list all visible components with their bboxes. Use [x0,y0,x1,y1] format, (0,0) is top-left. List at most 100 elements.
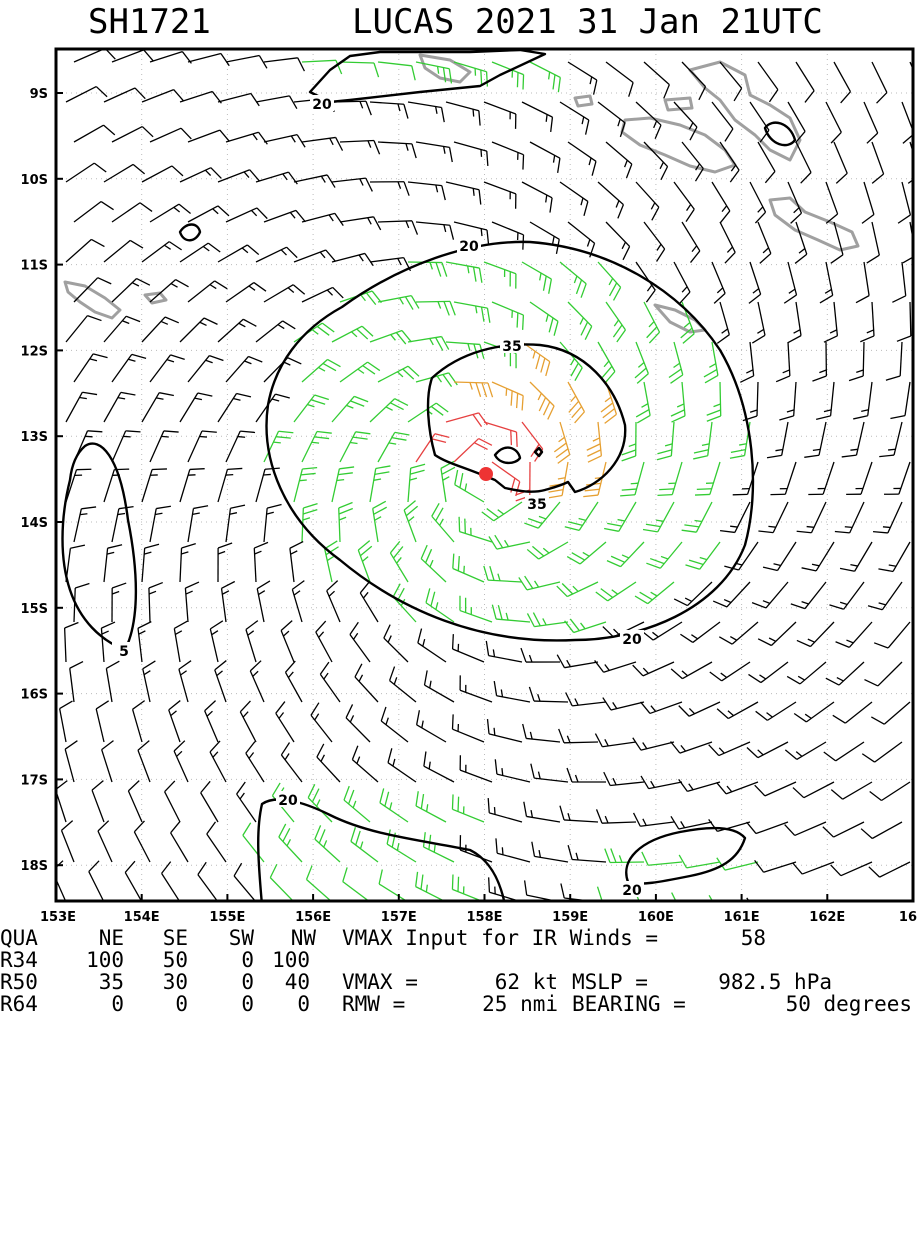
wind-barb [112,50,153,62]
lat-label: 17S [21,773,48,788]
header-ne: NE [76,926,124,950]
wind-barb [460,755,492,782]
wind-barb [547,462,568,498]
wind-barb [657,422,674,460]
wind-barb [522,342,550,376]
wind-barb [346,704,370,742]
lon-label: 160E [638,910,674,925]
wind-barb [680,622,720,642]
wind-barb [603,698,644,710]
wind-barb [823,822,864,837]
wind-barb [454,382,493,397]
wind-barb [180,168,221,182]
wind-barb [707,382,721,421]
wind-barb [218,319,256,342]
wind-barb [636,382,650,423]
island-outline [65,282,120,318]
lon-label: 157E [381,910,417,925]
wind-barb [65,622,79,662]
wind-barb [808,462,834,494]
wind-barb [332,178,372,191]
wind-barb [294,175,335,188]
wind-barb [802,542,834,571]
wind-barb [816,382,834,419]
storm-center-marker [479,467,493,481]
island-outline [575,96,592,106]
wind-contour [495,448,520,463]
wind-barb [459,517,492,542]
wind-barb [527,613,568,627]
wind-barb [525,880,560,902]
lat-label: 13S [21,430,48,445]
wind-barb [596,582,636,601]
wind-barb [218,170,259,182]
wind-barb [174,621,187,662]
header-sw: SW [206,926,254,950]
wind-barb [332,326,373,342]
wind-barb [150,52,191,64]
wind-barb [452,875,484,902]
wind-barb [796,62,814,102]
wind-barb [325,541,339,582]
wind-barb [169,701,181,742]
table-row-r34: R34 100 50 0 100 [0,948,919,970]
wind-barb [180,318,217,342]
wind-barb [390,541,408,582]
wind-barb [849,342,864,381]
lon-label: 155E [209,910,245,925]
wind-barb [796,142,811,183]
contour-label: 20 [278,793,298,809]
lon-label: 158E [466,910,502,925]
wind-barb [104,316,140,342]
wind-barb [787,662,826,684]
lat-label: 14S [21,516,48,531]
wind-barb [142,90,183,102]
wind-barb [530,302,558,336]
wind-barb [378,221,417,235]
wind-barb [218,468,242,502]
wind-barb [874,622,910,648]
wind-barb [149,583,163,622]
contour-label: 35 [527,497,546,513]
wind-barb [226,208,267,222]
wind-barb [554,422,569,463]
wind-barb [180,393,212,422]
wind-barb [604,772,644,785]
wind-barb [425,670,454,702]
wind-barb [566,693,606,706]
wind-barb [142,469,167,502]
wind-barb [682,222,700,263]
wind-barb [215,661,227,702]
wind-barb [408,182,445,200]
wind-barb [104,545,122,582]
wind-barb [454,439,492,462]
wind-barb [315,825,340,862]
island-outline [655,305,705,332]
lat-label: 9S [30,87,48,102]
wind-barb [758,62,778,102]
wind-barb [598,182,623,218]
wind-barb [264,285,305,302]
wind-barb [748,662,788,683]
wind-barb [74,507,96,542]
wind-barbs [52,48,919,915]
wind-barb [452,794,484,822]
wind-barb [831,862,872,876]
mslp-value: 982.5 hPa [680,970,832,994]
wind-barb [606,142,632,178]
wind-barb [256,172,297,184]
wind-barb [793,782,834,798]
wind-barb [279,824,302,862]
wind-barb [104,88,145,102]
wind-barb [66,545,85,582]
cell-se: 50 [124,948,188,972]
contour-label: 20 [312,97,332,113]
wind-barb [750,182,766,223]
wind-barb [281,742,302,782]
wind-barb [384,625,408,662]
wind-barb [747,822,788,834]
wind-barb [243,823,264,862]
wind-barb [496,838,530,862]
